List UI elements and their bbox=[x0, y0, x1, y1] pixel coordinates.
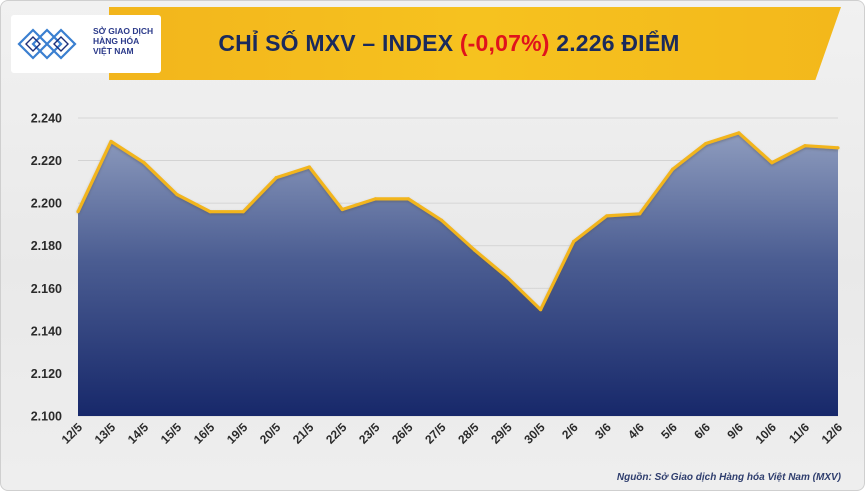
x-tick-label: 3/6 bbox=[592, 420, 614, 442]
x-tick-label: 19/5 bbox=[224, 420, 251, 447]
data-point bbox=[274, 176, 278, 180]
data-point bbox=[472, 248, 477, 252]
data-point bbox=[605, 214, 609, 218]
data-point bbox=[175, 193, 179, 197]
y-tick-label: 2.240 bbox=[31, 112, 62, 126]
x-tick-label: 4/6 bbox=[625, 420, 647, 442]
x-tick-label: 5/6 bbox=[658, 420, 680, 442]
x-tick-label: 16/5 bbox=[191, 420, 218, 447]
y-tick-label: 2.160 bbox=[31, 282, 62, 296]
source-note: Nguồn: Sở Giao dịch Hàng hóa Việt Nam (M… bbox=[616, 472, 841, 483]
logo-line-3: VIỆT NAM bbox=[93, 46, 134, 56]
series-line bbox=[76, 131, 839, 312]
mxv-logo bbox=[11, 15, 161, 73]
data-point bbox=[671, 167, 675, 171]
data-points bbox=[76, 131, 840, 312]
data-point bbox=[704, 141, 708, 146]
x-tick-label: 27/5 bbox=[422, 420, 449, 447]
x-tick-label: 11/6 bbox=[786, 420, 812, 446]
data-point bbox=[770, 161, 774, 165]
data-point bbox=[76, 210, 80, 214]
logo-line-1: SỞ GIAO DỊCH bbox=[93, 26, 154, 36]
data-point bbox=[505, 276, 510, 280]
data-point bbox=[439, 218, 444, 222]
x-axis-ticks: 12/5 13/5 14/5 15/5 16/5 19/5 20/5 21/5 22/5 23/5… bbox=[59, 420, 846, 447]
x-tick-label: 9/6 bbox=[724, 420, 746, 442]
x-tick-label: 10/6 bbox=[753, 420, 780, 447]
x-tick-label: 6/6 bbox=[691, 420, 713, 442]
y-tick-label: 2.180 bbox=[31, 239, 62, 253]
data-point bbox=[638, 212, 642, 216]
data-point bbox=[340, 207, 344, 212]
x-tick-label: 21/5 bbox=[290, 420, 317, 447]
area-fill bbox=[78, 132, 838, 416]
x-tick-label: 12/6 bbox=[819, 420, 846, 447]
x-tick-label: 14/5 bbox=[125, 420, 152, 447]
data-point bbox=[737, 131, 741, 135]
x-tick-label: 22/5 bbox=[323, 420, 350, 447]
title-suffix: 2.226 ĐIỂM bbox=[549, 30, 680, 56]
data-point bbox=[241, 210, 245, 214]
y-tick-label: 2.100 bbox=[31, 410, 62, 424]
data-point bbox=[803, 144, 807, 148]
y-tick-label: 2.220 bbox=[31, 154, 62, 168]
data-point bbox=[836, 146, 840, 150]
logo-text: SỞ GIAO DỊCH HÀNG HÓA VIỆT NAM bbox=[93, 26, 153, 56]
y-tick-label: 2.120 bbox=[31, 367, 62, 381]
y-tick-label: 2.200 bbox=[31, 197, 62, 211]
data-point bbox=[307, 165, 311, 169]
data-point bbox=[406, 197, 411, 201]
mxv-logo-mark bbox=[17, 28, 77, 60]
x-tick-label: 15/5 bbox=[158, 420, 185, 447]
data-point bbox=[208, 210, 212, 214]
x-tick-label: 30/5 bbox=[521, 420, 548, 447]
logo-line-2: HÀNG HÓA bbox=[93, 36, 140, 46]
data-point bbox=[373, 197, 377, 201]
x-tick-label: 20/5 bbox=[257, 420, 284, 447]
x-tick-label: 13/5 bbox=[92, 420, 119, 447]
data-point bbox=[109, 139, 113, 144]
x-tick-label: 2/6 bbox=[559, 420, 581, 442]
x-tick-label: 23/5 bbox=[356, 420, 383, 447]
chart-title: CHỈ SỐ MXV – INDEX (-0,07%) 2.226 ĐIỂM bbox=[139, 30, 759, 57]
title-change: (-0,07%) bbox=[459, 30, 550, 56]
data-point bbox=[142, 161, 146, 165]
data-point bbox=[539, 307, 543, 312]
y-axis-ticks: 2.100 2.120 2.140 2.160 2.180 2.200 2.220 2.240 bbox=[31, 112, 62, 424]
x-tick-label: 12/5 bbox=[59, 420, 86, 447]
data-point bbox=[572, 239, 576, 244]
x-tick-label: 26/5 bbox=[389, 420, 416, 447]
x-tick-label: 28/5 bbox=[455, 420, 482, 447]
title-prefix: CHỈ SỐ MXV – INDEX bbox=[218, 30, 460, 56]
title-banner bbox=[109, 7, 841, 80]
x-tick-label: 29/5 bbox=[488, 420, 515, 447]
y-tick-label: 2.140 bbox=[31, 324, 62, 338]
